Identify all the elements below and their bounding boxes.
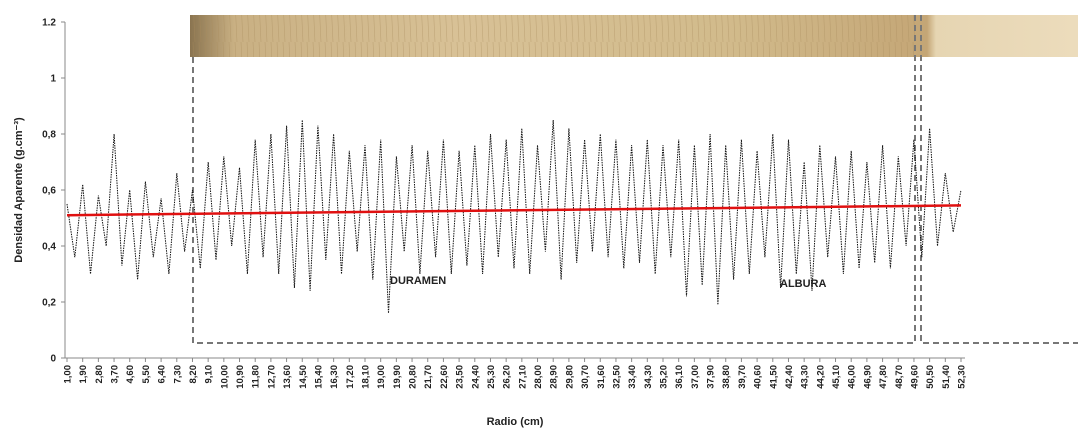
- x-tick-label: 43,30: [800, 365, 811, 389]
- x-tick-label: 29,80: [564, 365, 575, 389]
- y-tick-label: 0,4: [42, 242, 56, 253]
- x-tick-label: 33,40: [627, 365, 638, 389]
- x-tick-label: 20,80: [408, 365, 419, 389]
- annotation: DURAMEN: [390, 275, 446, 287]
- x-tick-label: 27,10: [517, 365, 528, 389]
- x-tick-label: 25,30: [486, 365, 497, 389]
- x-tick-label: 40,60: [753, 365, 764, 389]
- x-tick-label: 46,00: [847, 365, 858, 389]
- x-tick-label: 31,60: [596, 365, 607, 389]
- annotation: ALBURA: [780, 278, 826, 290]
- y-tick-label: 0: [50, 354, 56, 365]
- x-tick-label: 10,90: [235, 365, 246, 389]
- x-tick-label: 46,90: [862, 365, 873, 389]
- x-tick-label: 19,00: [376, 365, 387, 389]
- x-tick-label: 1,00: [63, 365, 74, 384]
- x-tick-label: 48,70: [894, 365, 905, 389]
- y-tick-label: 1: [50, 74, 56, 85]
- x-tick-label: 2,80: [94, 365, 105, 384]
- y-axis-title: Densidad Aparente (g.cm⁻³): [13, 117, 25, 263]
- x-tick-label: 4,60: [125, 365, 136, 384]
- x-tick-label: 12,70: [266, 365, 277, 389]
- x-tick-label: 15,40: [313, 365, 324, 389]
- x-tick-label: 28,00: [533, 365, 544, 389]
- x-tick-label: 32,50: [611, 365, 622, 389]
- y-tick-label: 0,8: [42, 130, 56, 141]
- y-tick-label: 1.2: [42, 18, 56, 29]
- y-tick-label: 0,2: [42, 298, 56, 309]
- x-tick-label: 9,10: [204, 365, 215, 384]
- x-tick-label: 22,60: [439, 365, 450, 389]
- x-tick-label: 42,40: [784, 365, 795, 389]
- x-tick-label: 8,20: [188, 365, 199, 384]
- x-tick-label: 38,80: [721, 365, 732, 389]
- region-outline: [192, 15, 1078, 344]
- x-tick-label: 18,10: [361, 365, 372, 389]
- x-tick-label: 11,80: [251, 365, 262, 388]
- x-tick-label: 47,80: [878, 365, 889, 389]
- x-tick-label: 19,90: [392, 365, 403, 389]
- x-tick-label: 45,10: [831, 365, 842, 389]
- x-tick-label: 51,40: [941, 365, 952, 389]
- x-tick-label: 44,20: [815, 365, 826, 389]
- x-tick-label: 5,50: [141, 365, 152, 384]
- x-tick-label: 30,70: [580, 365, 591, 389]
- x-axis-title: Radio (cm): [487, 416, 544, 428]
- x-tick-label: 39,70: [737, 365, 748, 389]
- x-tick-label: 6,40: [157, 365, 168, 384]
- x-tick-label: 17,20: [345, 365, 356, 389]
- x-tick-label: 37,90: [706, 365, 717, 389]
- y-tick-label: 0,6: [42, 186, 56, 197]
- x-tick-label: 49,60: [909, 365, 920, 389]
- wood-grain: [190, 15, 915, 57]
- x-tick-label: 34,30: [643, 365, 654, 389]
- x-tick-label: 21,70: [423, 365, 434, 389]
- x-tick-label: 35,20: [659, 365, 670, 389]
- trend-line: [66, 204, 962, 217]
- density-line: [66, 119, 962, 314]
- x-tick-label: 1,90: [78, 365, 89, 384]
- x-tick-label: 7,30: [172, 365, 183, 384]
- x-tick-label: 37,00: [690, 365, 701, 389]
- x-tick-label: 14,50: [298, 365, 309, 389]
- x-tick-label: 36,10: [674, 365, 685, 389]
- x-tick-label: 13,60: [282, 365, 293, 389]
- x-tick-label: 16,30: [329, 365, 340, 389]
- x-tick-label: 28,90: [549, 365, 560, 389]
- x-tick-label: 52,30: [957, 365, 968, 389]
- x-tick-label: 10,00: [219, 365, 230, 389]
- x-tick-label: 3,70: [110, 365, 121, 384]
- x-tick-label: 23,50: [455, 365, 466, 389]
- x-tick-label: 24,40: [470, 365, 481, 389]
- x-tick-label: 50,50: [925, 365, 936, 389]
- x-tick-label: 26,20: [502, 365, 513, 389]
- x-tick-label: 41,50: [768, 365, 779, 389]
